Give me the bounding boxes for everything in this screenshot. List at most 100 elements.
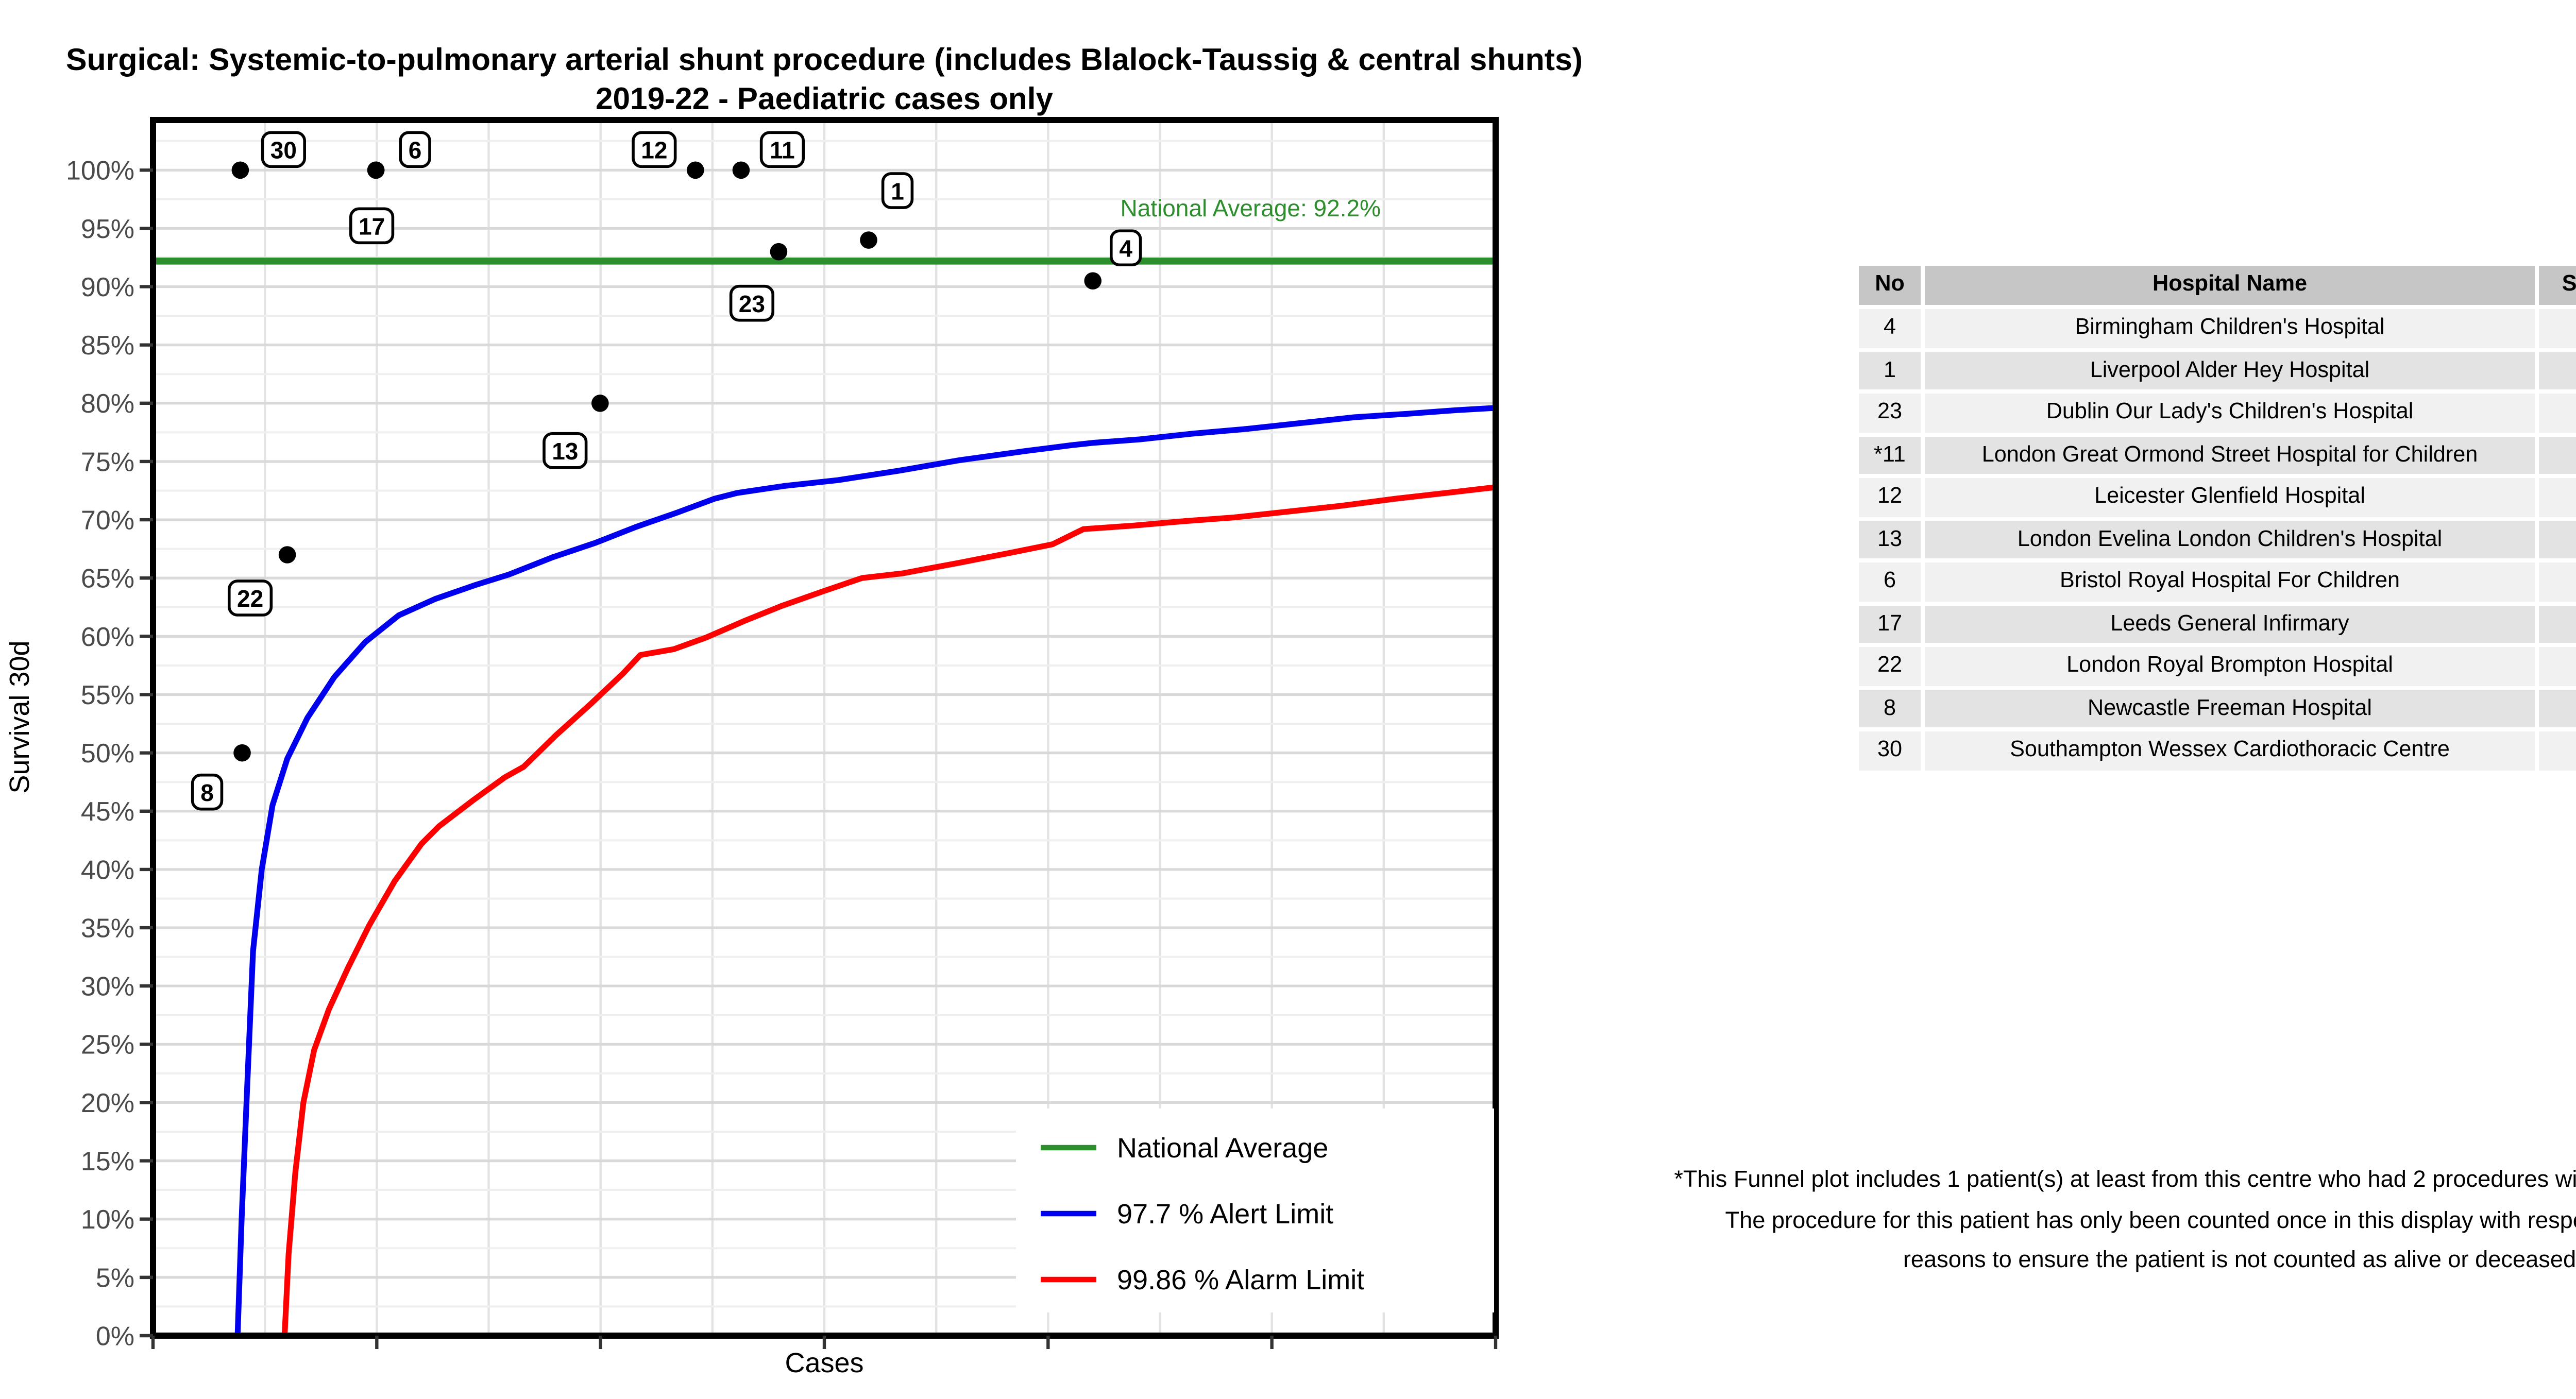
hospital-name-cell: London Evelina London Children's Hospita… xyxy=(1925,520,2535,558)
footnote-line2: The procedure for this patient has only … xyxy=(1725,1208,2576,1233)
x-axis-label: Cases xyxy=(785,1347,863,1378)
point-label: 13 xyxy=(552,438,578,465)
y-tick-label: 75% xyxy=(81,447,134,477)
point-label-box xyxy=(349,207,395,245)
hospital-name-cell: Dublin Our Lady's Children's Hospital xyxy=(1925,394,2535,432)
point-label-box xyxy=(261,131,306,168)
hospital-name-cell: Liverpool Alder Hey Hospital xyxy=(1925,351,2535,389)
footnote-line3: reasons to ensure the patient is not cou… xyxy=(1903,1249,2576,1273)
legend-label: 99.86 % Alarm Limit xyxy=(1117,1265,1364,1295)
data-point xyxy=(732,161,750,179)
hospital-name-cell: Birmingham Children's Hospital xyxy=(1925,309,2535,347)
hospital-number-cell: 8 xyxy=(1859,689,1921,727)
footnote: *This Funnel plot includes 1 patient(s) … xyxy=(1552,1162,2576,1283)
data-point xyxy=(860,231,877,249)
chart-legend: National Average 97.7 % Alert Limit 99.86 … xyxy=(1016,1108,1494,1312)
point-label-box xyxy=(759,131,805,168)
y-tick-label: 35% xyxy=(81,913,134,943)
y-tick-label: 85% xyxy=(81,331,134,361)
y-tick-label: 70% xyxy=(81,506,134,536)
table-header-cell: Survival 30d xyxy=(2539,266,2576,305)
point-label: 23 xyxy=(739,291,765,317)
point-label: 22 xyxy=(237,585,263,612)
point-label-box xyxy=(881,172,914,209)
survival-cell: 100% xyxy=(2539,605,2576,643)
survival-cell: 100% xyxy=(2539,731,2576,770)
data-points: 30 6 17 12 11 23 1 4 13 22 8 xyxy=(191,131,1142,811)
point-label: 4 xyxy=(1119,235,1132,262)
alert-limit-line xyxy=(234,405,1496,1336)
point-label-box xyxy=(191,773,224,811)
hospital-number-cell: 13 xyxy=(1859,520,1921,558)
data-point xyxy=(278,546,296,564)
hospital-number-cell: *11 xyxy=(1859,436,1921,474)
hospital-number-cell: 1 xyxy=(1859,351,1921,389)
data-point xyxy=(233,744,251,762)
hospital-name-cell: London Royal Brompton Hospital xyxy=(1925,647,2535,685)
y-tick-label: 100% xyxy=(66,156,134,186)
y-tick-label: 55% xyxy=(81,680,134,710)
hospital-name-cell: Bristol Royal Hospital For Children xyxy=(1925,562,2535,601)
legend-label: 97.7 % Alert Limit xyxy=(1117,1199,1333,1230)
y-tick-label: 50% xyxy=(81,739,134,769)
point-label: 12 xyxy=(641,137,667,163)
table-row: *11 London Great Ormond Street Hospital f… xyxy=(1859,436,2576,474)
y-tick-label: 20% xyxy=(81,1088,134,1118)
point-label: 8 xyxy=(200,779,214,806)
y-tick-label: 30% xyxy=(81,972,134,1002)
y-tick-label: 15% xyxy=(81,1147,134,1176)
table-header-cell: No xyxy=(1859,266,1921,305)
y-tick-label: 45% xyxy=(81,797,134,827)
data-point xyxy=(231,161,249,179)
survival-cell: 90% xyxy=(2539,309,2576,347)
chart-title-line2: 2019-22 - Paediatric cases only xyxy=(596,81,1054,116)
hospital-name-cell: Leicester Glenfield Hospital xyxy=(1925,478,2535,516)
survival-cell: 80% xyxy=(2539,520,2576,558)
axis-ticks: 0% 5% 10% 15% 20% 25% 30% 35% 40% 45% 50% 55% 60% 65%… xyxy=(66,156,1498,1351)
point-label-box xyxy=(729,284,774,322)
hospital-name-cell: Newcastle Freeman Hospital xyxy=(1925,689,2535,727)
data-point xyxy=(687,161,704,179)
y-tick-label: 25% xyxy=(81,1030,134,1060)
chart-series xyxy=(153,257,1496,1336)
data-point xyxy=(591,395,609,412)
data-point xyxy=(367,161,385,179)
point-label-box xyxy=(399,131,431,168)
chart-title-line1: Surgical: Systemic-to-pulmonary arterial… xyxy=(66,42,1583,77)
point-label-box xyxy=(1110,229,1142,267)
point-label: 1 xyxy=(891,178,904,204)
hospital-number-cell: 12 xyxy=(1859,478,1921,516)
hospital-number-cell: 30 xyxy=(1859,731,1921,770)
data-point xyxy=(1084,272,1101,290)
hospital-number-cell: 4 xyxy=(1859,309,1921,347)
table-row: 13 London Evelina London Children's Hospi… xyxy=(1859,520,2576,558)
survival-cell: 67% xyxy=(2539,647,2576,685)
y-tick-label: 80% xyxy=(81,389,134,419)
point-label-box xyxy=(543,432,588,469)
point-label: 11 xyxy=(770,137,795,163)
point-label-box xyxy=(227,579,273,617)
survival-cell: 100% xyxy=(2539,436,2576,474)
hospital-name-cell: Leeds General Infirmary xyxy=(1925,605,2535,643)
y-tick-label: 5% xyxy=(96,1263,134,1293)
survival-cell: 93% xyxy=(2539,394,2576,432)
y-tick-label: 10% xyxy=(81,1205,134,1235)
footnote-line1: *This Funnel plot includes 1 patient(s) … xyxy=(1674,1168,2576,1193)
point-label: 6 xyxy=(409,137,422,163)
table-header-cell: Hospital Name xyxy=(1925,266,2535,305)
point-label: 30 xyxy=(270,137,297,163)
point-label: 17 xyxy=(359,213,385,240)
hospital-number-cell: 23 xyxy=(1859,394,1921,432)
hospital-number-cell: 6 xyxy=(1859,562,1921,601)
